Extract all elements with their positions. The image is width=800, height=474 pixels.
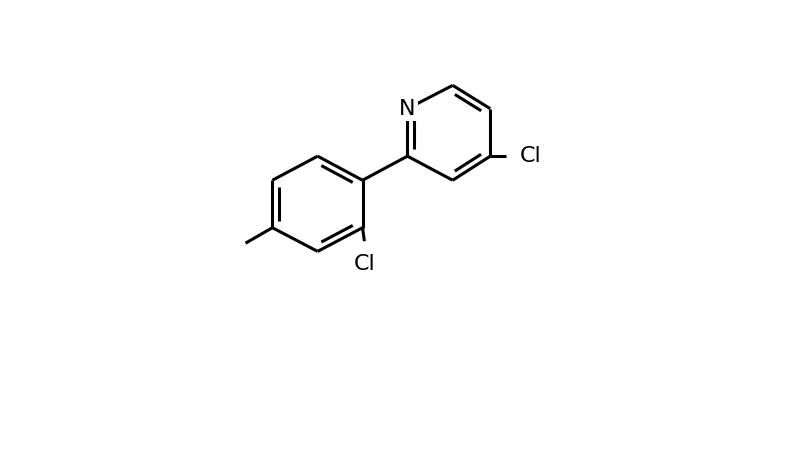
Text: Cl: Cl bbox=[354, 254, 375, 274]
Text: Cl: Cl bbox=[520, 146, 542, 166]
Text: N: N bbox=[399, 99, 416, 118]
